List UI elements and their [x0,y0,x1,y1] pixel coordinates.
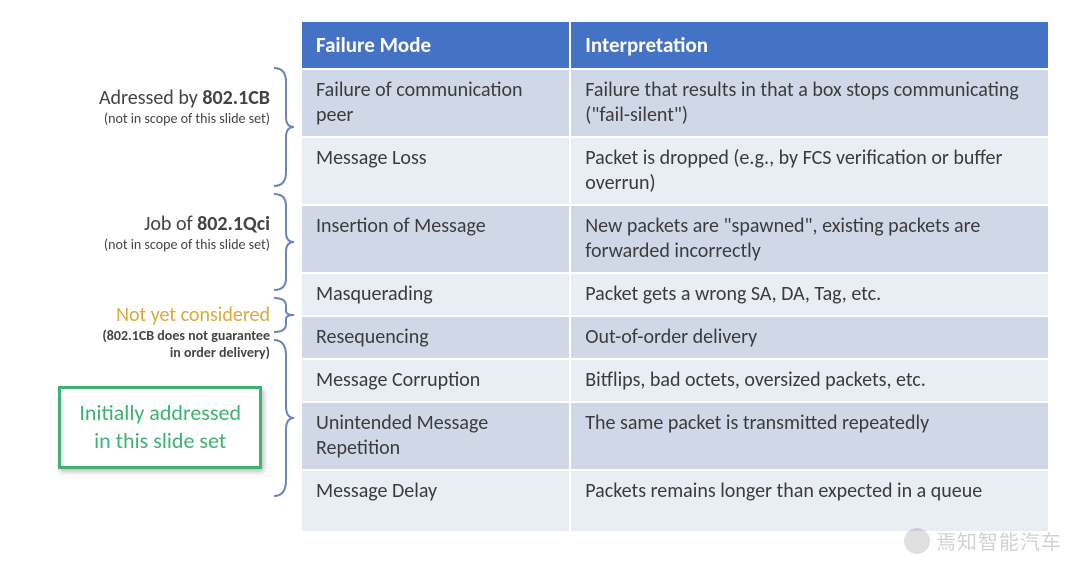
cell-failure-mode: Message Loss [301,137,570,205]
table-row: MasqueradingPacket gets a wrong SA, DA, … [301,273,1049,316]
cell-interpretation: Packet gets a wrong SA, DA, Tag, etc. [570,273,1049,316]
table-row: ResequencingOut-of-order delivery [301,316,1049,359]
cell-failure-mode: Message Corruption [301,359,570,402]
annotation-sub-line1: (802.1CB does not guarantee [102,327,270,344]
annotation-title: Adressed by 802.1CB [99,86,270,110]
greenbox-line2: in this slide set [79,427,241,455]
annotation-bold: 802.1Qci [197,212,270,236]
brace-4 [272,338,294,498]
annotation-8021qci: Job of 802.1Qci (not in scope of this sl… [104,212,270,253]
brace-3 [272,296,294,334]
cell-failure-mode: Message Delay [301,470,570,532]
annotation-prefix: Job of [144,212,197,236]
cell-failure-mode: Unintended Message Repetition [301,402,570,470]
cell-failure-mode: Resequencing [301,316,570,359]
annotation-8021cb: Adressed by 802.1CB (not in scope of thi… [99,86,270,127]
greenbox-line1: Initially addressed [79,399,241,427]
table-column: Failure Mode Interpretation Failure of c… [300,20,1080,533]
cell-interpretation: New packets are "spawned", existing pack… [570,205,1049,273]
cell-failure-mode: Masquerading [301,273,570,316]
cell-interpretation: Out-of-order delivery [570,316,1049,359]
annotation-subtitle: (not in scope of this slide set) [99,110,270,127]
table-row: Unintended Message RepetitionThe same pa… [301,402,1049,470]
cell-interpretation: Packets remains longer than expected in … [570,470,1049,532]
annotation-title: Job of 802.1Qci [104,212,270,236]
brace-1 [272,66,294,188]
annotation-subtitle: (not in scope of this slide set) [104,236,270,253]
table-row: Message CorruptionBitflips, bad octets, … [301,359,1049,402]
table-header-row: Failure Mode Interpretation [301,21,1049,69]
annotation-title: Not yet considered [102,303,270,327]
cell-interpretation: The same packet is transmitted repeatedl… [570,402,1049,470]
annotation-sub-line2: in order delivery) [102,344,270,361]
annotation-prefix: Adressed by [99,86,202,110]
slide-layout: Adressed by 802.1CB (not in scope of thi… [0,20,1080,533]
cell-interpretation: Packet is dropped (e.g., by FCS verifica… [570,137,1049,205]
annotation-not-yet: Not yet considered (802.1CB does not gua… [102,303,270,361]
header-interpretation: Interpretation [570,21,1049,69]
cell-failure-mode: Insertion of Message [301,205,570,273]
failure-mode-table: Failure Mode Interpretation Failure of c… [300,20,1050,533]
cell-interpretation: Bitflips, bad octets, oversized packets,… [570,359,1049,402]
table-row: Failure of communication peerFailure tha… [301,69,1049,137]
table-row: Message LossPacket is dropped (e.g., by … [301,137,1049,205]
annotation-bold: 802.1CB [202,86,270,110]
table-row: Insertion of MessageNew packets are "spa… [301,205,1049,273]
table-row: Message DelayPackets remains longer than… [301,470,1049,532]
annotation-initially-addressed: Initially addressed in this slide set [58,386,262,469]
brace-2 [272,192,294,292]
annotations-column: Adressed by 802.1CB (not in scope of thi… [0,20,300,533]
cell-failure-mode: Failure of communication peer [301,69,570,137]
header-failure-mode: Failure Mode [301,21,570,69]
cell-interpretation: Failure that results in that a box stops… [570,69,1049,137]
